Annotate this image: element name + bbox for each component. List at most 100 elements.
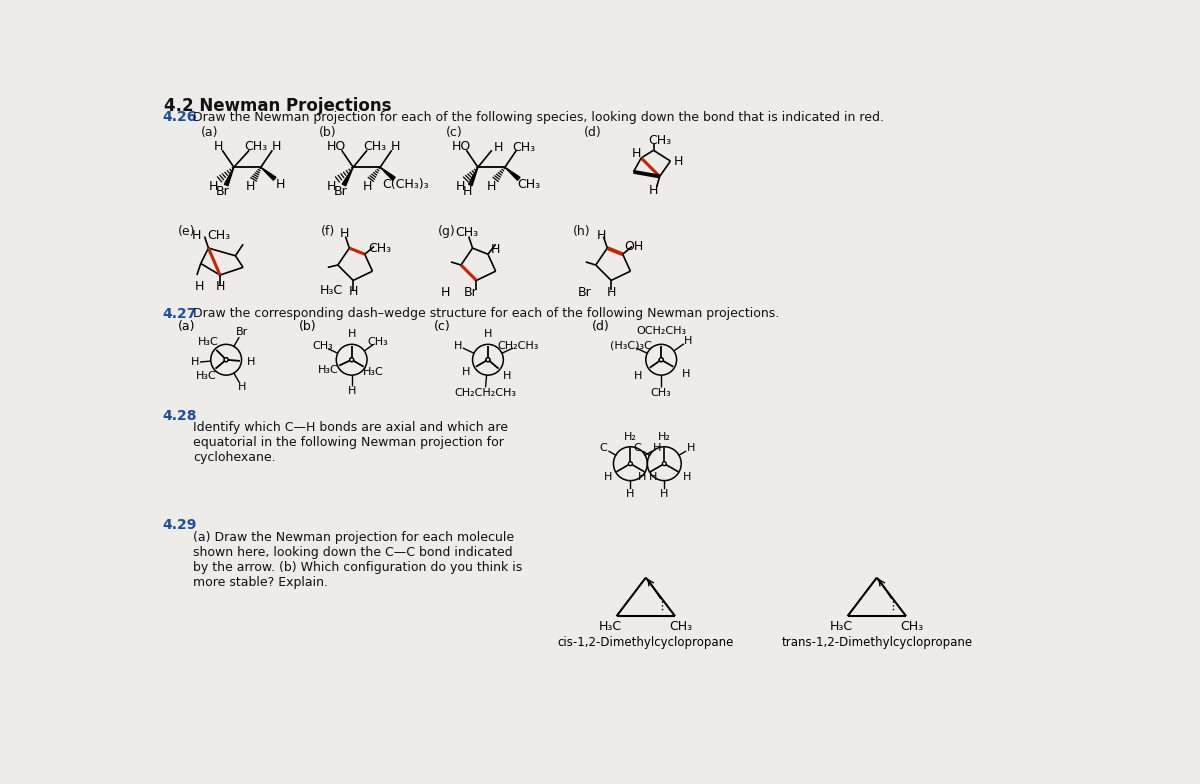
Text: H: H <box>673 154 683 168</box>
Text: CH₃: CH₃ <box>206 229 230 242</box>
Text: H: H <box>493 141 503 154</box>
Text: H: H <box>653 443 661 453</box>
Text: H: H <box>484 329 492 339</box>
Text: H: H <box>275 178 284 191</box>
Text: H₃C: H₃C <box>320 284 343 297</box>
Text: cis-1,2-Dimethylcyclopropane: cis-1,2-Dimethylcyclopropane <box>558 636 734 649</box>
Text: (a): (a) <box>178 320 196 333</box>
Text: H: H <box>348 285 358 299</box>
Text: H₂: H₂ <box>658 433 671 442</box>
Text: (d): (d) <box>592 320 610 333</box>
Text: H: H <box>487 180 497 193</box>
Text: H₃C: H₃C <box>830 620 853 633</box>
Text: CH₃: CH₃ <box>648 134 671 147</box>
Text: Draw the corresponding dash–wedge structure for each of the following Newman pro: Draw the corresponding dash–wedge struct… <box>193 307 779 320</box>
Text: CH₃: CH₃ <box>313 341 334 351</box>
Text: (a) Draw the Newman projection for each molecule
shown here, looking down the C—: (a) Draw the Newman projection for each … <box>193 531 522 589</box>
Text: H: H <box>348 329 356 339</box>
Text: CH₃: CH₃ <box>368 241 391 255</box>
Circle shape <box>224 358 228 361</box>
Text: H: H <box>215 280 224 293</box>
Text: HO: HO <box>451 140 470 153</box>
Text: H: H <box>682 369 690 379</box>
Circle shape <box>659 358 664 361</box>
Text: (c): (c) <box>434 320 451 333</box>
Text: H₃C: H₃C <box>599 620 622 633</box>
Text: (e): (e) <box>178 225 196 238</box>
Text: H₃C: H₃C <box>318 365 340 376</box>
Polygon shape <box>468 167 478 186</box>
Text: trans-1,2-Dimethylcyclopropane: trans-1,2-Dimethylcyclopropane <box>781 636 972 649</box>
Text: CH₃: CH₃ <box>367 336 388 347</box>
Text: Br: Br <box>216 185 230 198</box>
Polygon shape <box>380 167 395 180</box>
Text: 4.26: 4.26 <box>162 111 197 124</box>
Text: H: H <box>191 358 199 368</box>
Circle shape <box>224 358 228 361</box>
Text: H: H <box>271 140 281 153</box>
Polygon shape <box>260 167 276 180</box>
Polygon shape <box>505 167 520 180</box>
Text: H: H <box>660 489 668 499</box>
Text: Draw the Newman projection for each of the following species, looking down the b: Draw the Newman projection for each of t… <box>193 111 884 124</box>
Text: (d): (d) <box>584 126 602 139</box>
Text: H: H <box>604 472 612 482</box>
Text: CH₃: CH₃ <box>650 388 672 397</box>
Text: OH: OH <box>625 240 644 253</box>
Text: 4.2 Newman Projections: 4.2 Newman Projections <box>163 96 391 114</box>
Text: (b): (b) <box>318 126 336 139</box>
Text: H: H <box>462 368 470 377</box>
Text: H: H <box>238 382 246 392</box>
Text: CH₂CH₃: CH₂CH₃ <box>497 341 539 350</box>
Text: H: H <box>684 336 692 346</box>
Text: H: H <box>626 489 635 499</box>
Text: H: H <box>649 183 658 197</box>
Text: H: H <box>209 180 218 193</box>
Text: H₃C: H₃C <box>197 371 217 381</box>
Text: H: H <box>634 371 642 381</box>
Text: CH₃: CH₃ <box>456 226 479 239</box>
Text: H: H <box>649 472 658 482</box>
Text: CH₃: CH₃ <box>245 140 268 153</box>
Text: CH₃: CH₃ <box>901 620 924 633</box>
Text: Identify which C—H bonds are axial and which are
equatorial in the following New: Identify which C—H bonds are axial and w… <box>193 421 508 464</box>
Text: H₃C: H₃C <box>198 337 218 347</box>
Text: H: H <box>462 185 472 198</box>
Text: CH₃: CH₃ <box>364 140 386 153</box>
Polygon shape <box>342 167 353 186</box>
Text: H: H <box>391 140 401 153</box>
Text: H: H <box>194 280 204 293</box>
Circle shape <box>629 462 632 466</box>
Text: H: H <box>686 443 695 453</box>
Circle shape <box>486 358 490 361</box>
Text: H: H <box>340 227 349 240</box>
Text: C(CH₃)₃: C(CH₃)₃ <box>383 179 428 191</box>
Text: H: H <box>214 140 223 153</box>
Text: CH₃: CH₃ <box>517 179 540 191</box>
Text: H: H <box>637 472 646 482</box>
Text: (b): (b) <box>299 320 317 333</box>
Text: H₃C: H₃C <box>364 368 384 377</box>
Text: CH₃: CH₃ <box>512 141 535 154</box>
Text: OCH₂CH₃: OCH₂CH₃ <box>636 326 686 336</box>
Text: H: H <box>491 243 500 256</box>
Circle shape <box>349 358 354 361</box>
Text: H₂: H₂ <box>624 433 637 442</box>
Text: HO: HO <box>326 140 346 153</box>
Text: C: C <box>634 443 642 453</box>
Text: H: H <box>348 387 356 396</box>
Text: 4.28: 4.28 <box>162 409 197 423</box>
Text: 4.27: 4.27 <box>162 307 197 321</box>
Text: H: H <box>245 180 254 193</box>
Text: H: H <box>456 180 464 193</box>
Text: Br: Br <box>334 185 348 198</box>
Text: (a): (a) <box>200 126 218 139</box>
Text: C: C <box>600 443 607 453</box>
Text: H: H <box>192 229 202 242</box>
Text: H: H <box>440 286 450 299</box>
Text: (h): (h) <box>572 225 590 238</box>
Circle shape <box>662 462 666 466</box>
Text: (g): (g) <box>438 225 456 238</box>
Text: (c): (c) <box>445 126 462 139</box>
Text: H: H <box>362 180 372 193</box>
